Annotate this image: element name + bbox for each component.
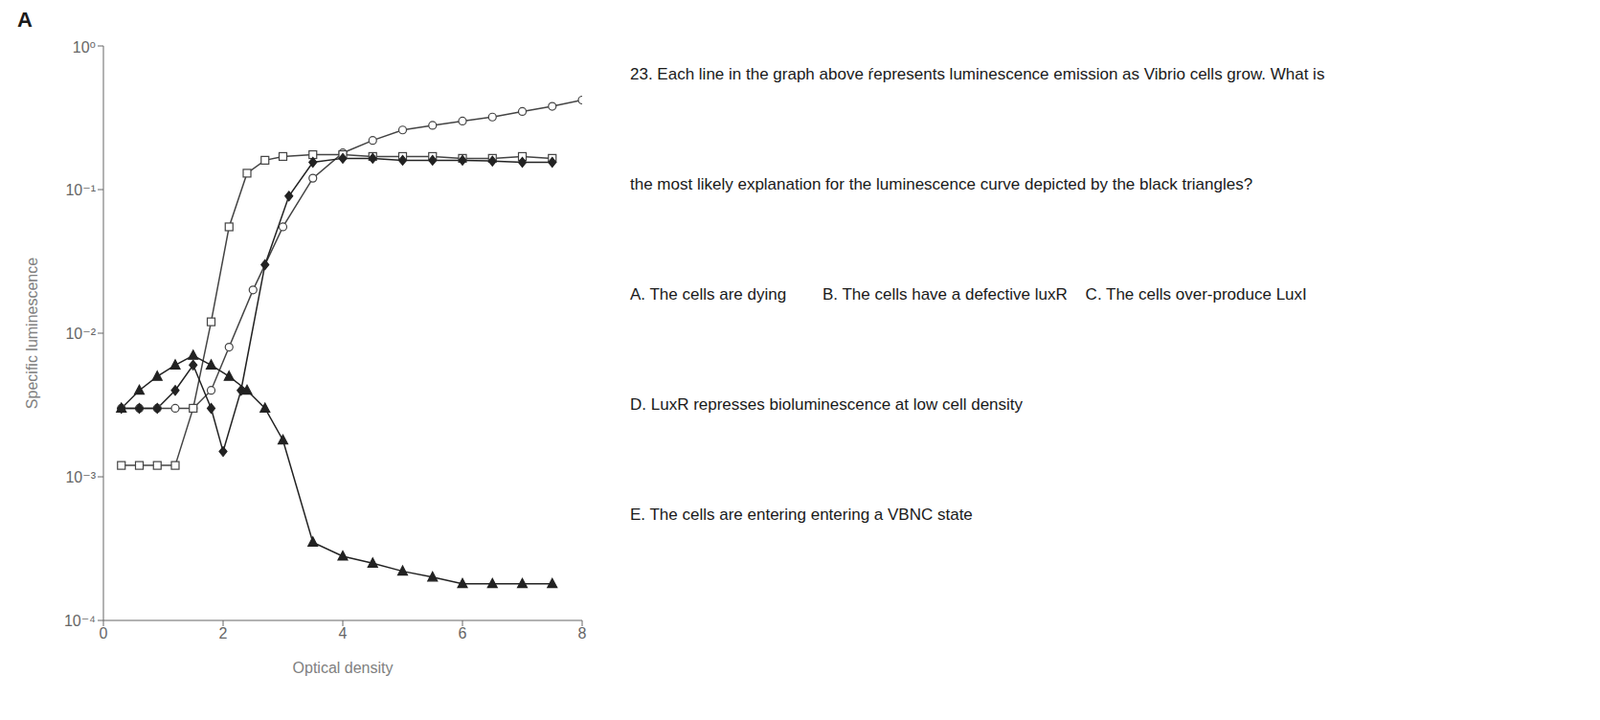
svg-text:10⁰: 10⁰ xyxy=(72,39,96,56)
html-text:A. The cells are dying B. The: A. The cells are dying B. The cells have… xyxy=(630,285,1307,304)
svg-text:10⁻³: 10⁻³ xyxy=(65,469,96,486)
html-text:D. LuxR represses bioluminesce: D. LuxR represses bioluminescence at low… xyxy=(630,395,1023,414)
svg-text:10⁻²: 10⁻² xyxy=(65,325,96,342)
svg-text:Specific luminescence: Specific luminescence xyxy=(23,257,41,409)
svg-text:10⁻⁴: 10⁻⁴ xyxy=(64,612,96,630)
svg-text:6: 6 xyxy=(458,625,468,642)
svg-text:0: 0 xyxy=(99,625,109,642)
html-text:the most likely explanation fo: the most likely explanation for the lumi… xyxy=(630,175,1253,194)
html-text:23. Each line in the graph abo: 23. Each line in the graph above ŕepres… xyxy=(630,65,1325,84)
svg-text:4: 4 xyxy=(338,625,348,642)
html-text:A: A xyxy=(17,7,33,32)
svg-text:10⁻¹: 10⁻¹ xyxy=(65,181,96,199)
svg-text:8: 8 xyxy=(578,625,587,642)
svg-text:2: 2 xyxy=(219,625,228,642)
svg-text:Optical density: Optical density xyxy=(292,659,394,677)
html-text:E. The cells are entering ente: E. The cells are entering entering a VBN… xyxy=(630,505,973,524)
